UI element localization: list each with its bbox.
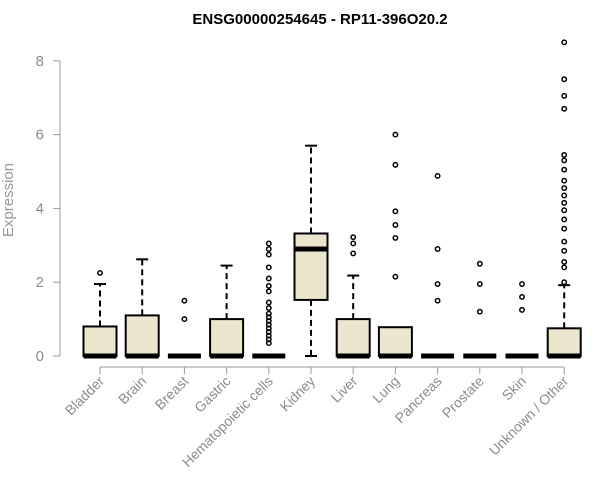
outlier-point [350, 250, 357, 257]
outlier-point [561, 207, 568, 214]
outlier-point [561, 258, 568, 265]
outlier-point [519, 294, 525, 300]
outlier-point [561, 238, 568, 245]
outlier-point [265, 275, 272, 282]
y-axis-label: Expression [0, 163, 17, 237]
outlier-point [561, 192, 568, 199]
outlier-point [434, 246, 441, 252]
box-bladder [82, 270, 118, 359]
y-tick-label: 6 [36, 127, 44, 144]
outlier-point [561, 225, 568, 232]
outlier-point [97, 270, 103, 276]
outlier-point [561, 105, 568, 112]
outlier-point [561, 177, 568, 184]
outlier-point [434, 172, 441, 179]
box-unknown-other [546, 39, 582, 359]
outlier-point [519, 281, 525, 287]
outlier-point [561, 264, 568, 271]
box-liver [335, 234, 371, 359]
outlier-point [561, 247, 568, 254]
box-hematopoietic-cells [252, 240, 286, 359]
outlier-point [392, 131, 399, 138]
outlier-point [476, 260, 483, 267]
y-tick-label: 2 [36, 274, 44, 291]
outlier-point [265, 305, 272, 311]
outlier-point [265, 299, 272, 306]
outlier-point [561, 157, 568, 164]
box-body [377, 326, 413, 357]
outlier-point [561, 199, 568, 206]
box-body [82, 325, 118, 358]
outlier-point [392, 273, 399, 280]
x-tick-label: Bladder [62, 373, 108, 419]
chart-title: ENSG00000254645 - RP11-396O20.2 [192, 11, 447, 28]
y-tick-label: 4 [36, 200, 44, 217]
outlier-point [265, 240, 272, 247]
outlier-point [434, 297, 441, 304]
outlier-point [350, 240, 357, 247]
outlier-point [561, 76, 568, 83]
outlier-point [434, 281, 441, 287]
x-tick-label: Kidney [277, 373, 319, 415]
x-tick-label: Skin [499, 373, 530, 404]
outlier-point [561, 151, 568, 158]
outlier-point [392, 161, 399, 168]
box-lung [377, 131, 413, 359]
outlier-point [181, 297, 188, 304]
x-tick-label: Breast [152, 373, 192, 413]
box-body [293, 232, 329, 301]
outlier-point [265, 288, 272, 295]
box-body [546, 327, 582, 358]
outlier-point [350, 234, 357, 241]
outlier-point [265, 264, 272, 271]
outlier-point [476, 308, 483, 315]
box-prostate [463, 260, 497, 359]
outlier-point [561, 166, 568, 173]
outlier-point [561, 92, 568, 99]
y-tick-label: 8 [36, 53, 44, 70]
outlier-point [519, 306, 525, 313]
box-gastric [209, 264, 245, 359]
box-breast [167, 297, 201, 359]
x-tick-label: Pancreas [392, 373, 445, 426]
outlier-point [265, 282, 272, 289]
y-axis: 0 2 4 6 8 [36, 53, 61, 365]
box-body [124, 314, 160, 358]
x-tick-label: Brain [115, 373, 149, 407]
outlier-point [561, 39, 568, 46]
box-brain [124, 258, 160, 359]
outlier-point [561, 279, 568, 286]
x-tick-label: Prostate [439, 373, 487, 421]
box-pancreas [421, 172, 455, 359]
box-body [335, 318, 371, 358]
outlier-point [392, 222, 399, 228]
x-tick-label: Unknown / Other [486, 373, 572, 459]
outlier-point [561, 216, 568, 223]
outlier-point [181, 316, 188, 323]
box-body [209, 318, 245, 358]
outlier-point [476, 281, 483, 287]
outlier-point [392, 234, 399, 241]
box-skin [505, 281, 539, 359]
outlier-point [265, 251, 272, 258]
x-tick-label: Liver [328, 373, 361, 406]
box-kidney [293, 144, 329, 357]
outlier-point [265, 246, 272, 252]
outlier-point [561, 185, 568, 192]
outlier-point [265, 310, 272, 317]
y-tick-label: 0 [36, 348, 44, 365]
outlier-point [392, 208, 399, 215]
x-tick-label: Lung [369, 373, 402, 406]
plot-area [82, 39, 582, 359]
